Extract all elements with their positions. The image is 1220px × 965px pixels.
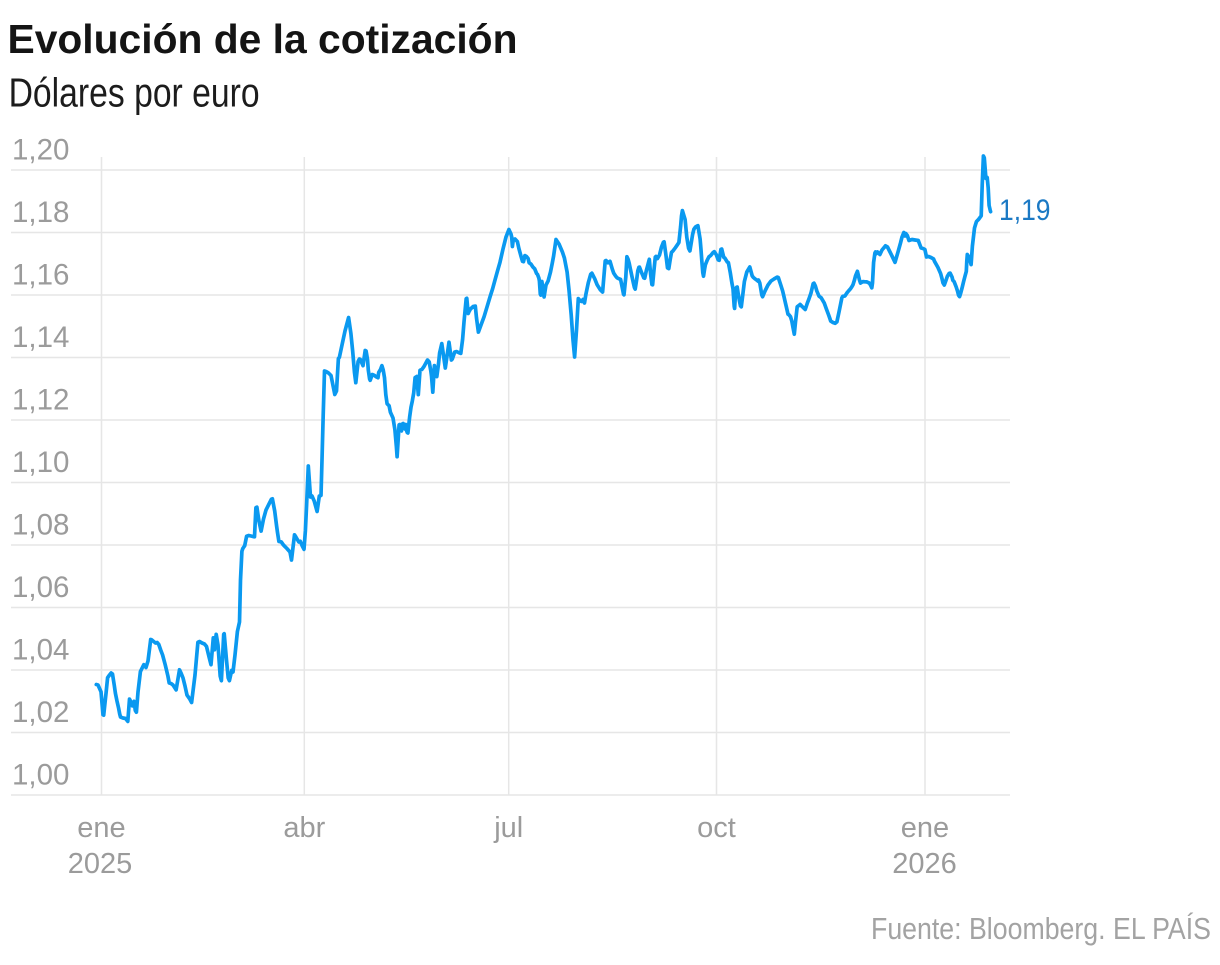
svg-text:1,10: 1,10 — [12, 446, 69, 479]
svg-text:ene: ene — [77, 812, 125, 844]
svg-text:Dólares por euro: Dólares por euro — [9, 69, 260, 115]
svg-text:Evolución de la cotización: Evolución de la cotización — [8, 16, 518, 62]
svg-text:jul: jul — [493, 812, 523, 844]
svg-text:1,06: 1,06 — [12, 571, 69, 604]
svg-text:oct: oct — [697, 812, 736, 844]
svg-text:1,20: 1,20 — [12, 134, 69, 167]
svg-text:1,16: 1,16 — [12, 259, 69, 292]
svg-text:1,14: 1,14 — [12, 321, 69, 354]
svg-text:2026: 2026 — [892, 848, 957, 880]
svg-text:2025: 2025 — [68, 848, 133, 880]
svg-text:1,18: 1,18 — [12, 196, 69, 229]
svg-text:1,08: 1,08 — [12, 509, 69, 542]
svg-text:1,04: 1,04 — [12, 634, 69, 667]
svg-text:abr: abr — [283, 812, 325, 844]
svg-text:1,19: 1,19 — [999, 194, 1051, 227]
svg-text:1,12: 1,12 — [12, 384, 69, 417]
svg-text:Fuente: Bloomberg. EL PAÍS: Fuente: Bloomberg. EL PAÍS — [871, 911, 1211, 946]
svg-text:ene: ene — [901, 812, 949, 844]
svg-text:1,02: 1,02 — [12, 696, 69, 729]
svg-text:1,00: 1,00 — [12, 759, 69, 792]
